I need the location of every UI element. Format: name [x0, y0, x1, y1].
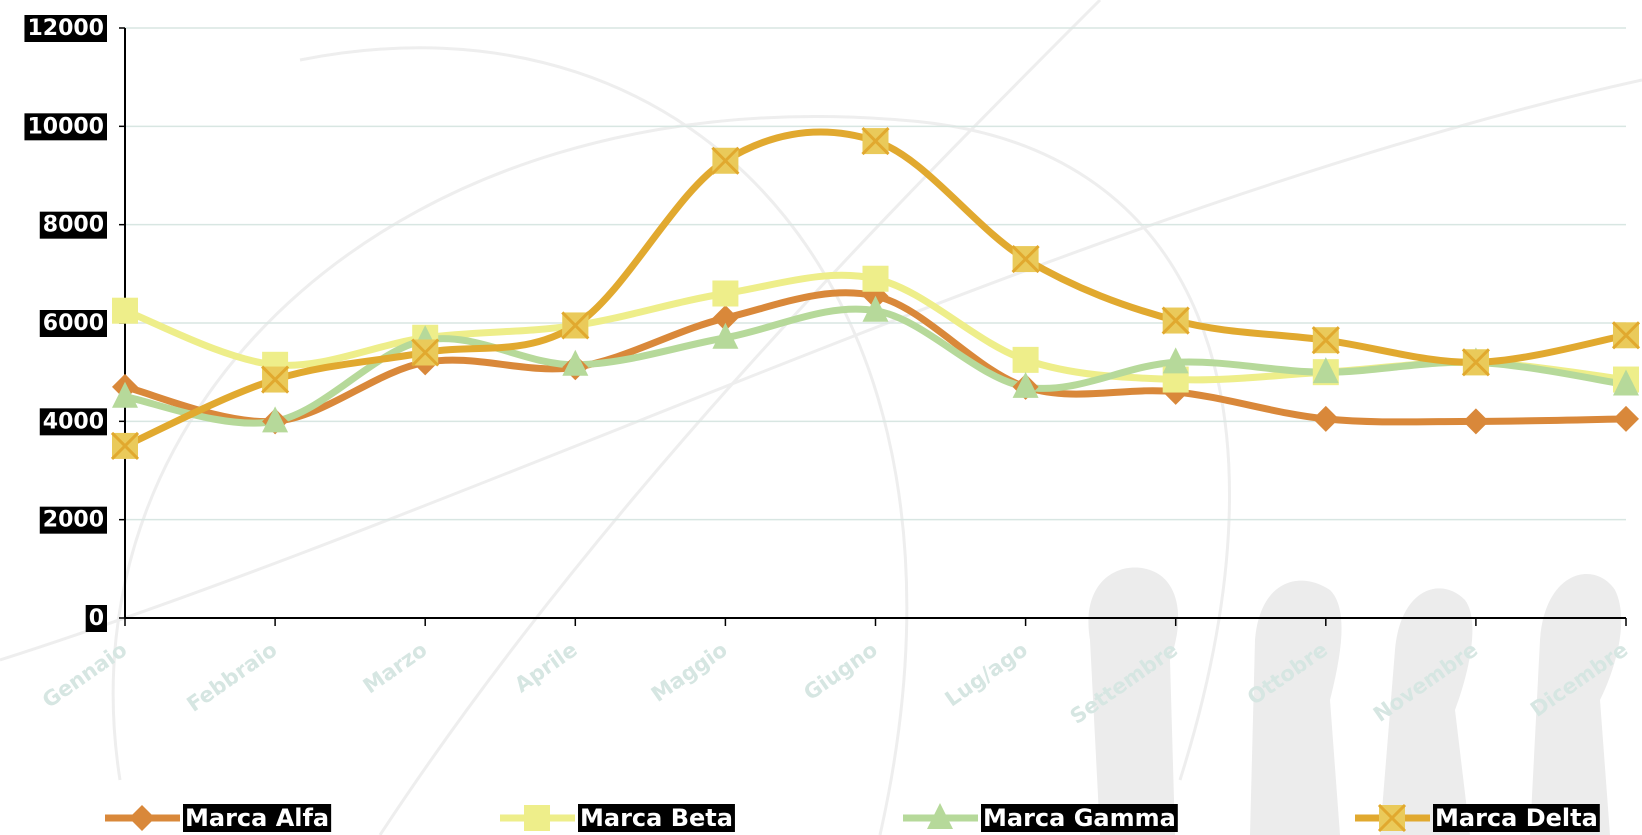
y-tick-label: 8000: [43, 213, 104, 238]
y-tick-label-bg: [39, 310, 107, 337]
marker-cross: [261, 365, 290, 394]
marker-cross: [1611, 321, 1641, 350]
marker: [524, 805, 550, 831]
legend-label: Marca Alfa: [185, 804, 329, 832]
marker: [112, 381, 138, 408]
marker: [1312, 357, 1339, 384]
decor-arc: [111, 115, 1231, 781]
marker: [1462, 408, 1489, 435]
background-silhouettes: [1088, 567, 1622, 835]
marker: [1377, 803, 1407, 833]
marker: [1311, 326, 1340, 355]
marker: [1012, 371, 1039, 398]
legend-label-bg: [183, 804, 332, 832]
marker: [861, 127, 890, 156]
x-tick-label: Lug/ago: [941, 637, 1032, 711]
y-tick-label: 2000: [43, 508, 104, 533]
x-tick-label: Febbraio: [182, 637, 281, 716]
legend-label-bg: [981, 804, 1178, 832]
marker-cross: [561, 311, 590, 340]
x-tick-label: Gennaio: [38, 637, 131, 712]
silhouette: [1250, 580, 1342, 835]
marker-cross: [1011, 245, 1040, 274]
marker: [927, 803, 953, 829]
marker-cross: [411, 338, 440, 367]
marker-cross: [861, 127, 890, 156]
y-tick-label: 6000: [43, 311, 104, 336]
marker: [1162, 347, 1189, 374]
marker: [262, 406, 289, 433]
marker: [1012, 346, 1039, 373]
marker-cross: [1311, 326, 1340, 355]
marker: [1461, 348, 1490, 377]
marker: [712, 280, 739, 307]
marker: [561, 311, 590, 340]
marker: [112, 297, 138, 324]
marker-cross: [711, 146, 740, 175]
marker: [1611, 321, 1641, 350]
y-tick-label-bg: [85, 605, 107, 632]
marker: [1161, 306, 1190, 335]
marker: [261, 365, 290, 394]
x-tick-label: Maggio: [647, 637, 732, 706]
marker-cross: [110, 431, 140, 460]
marker: [1613, 369, 1639, 396]
silhouette: [1380, 588, 1473, 835]
marker-cross: [1461, 348, 1490, 377]
x-tick-label: Giugno: [799, 637, 881, 705]
decor-arc: [0, 78, 1642, 662]
legend-label: Marca Delta: [1435, 804, 1598, 832]
y-tick-label: 12000: [27, 16, 104, 41]
y-tick-label: 4000: [43, 409, 104, 434]
marker: [862, 265, 889, 292]
marker: [862, 295, 889, 322]
legend-label: Marca Beta: [580, 804, 733, 832]
marker: [1312, 405, 1339, 432]
y-tick-label-bg: [39, 506, 107, 534]
marker: [711, 146, 740, 175]
decor-arc: [299, 46, 909, 835]
marker: [411, 338, 440, 367]
legend-label-bg: [1433, 804, 1600, 832]
silhouette: [1088, 567, 1179, 835]
silhouette: [1530, 574, 1622, 835]
y-tick-label-bg: [24, 15, 107, 42]
marker: [562, 349, 589, 376]
marker: [110, 431, 140, 460]
legend-label-bg: [578, 804, 735, 832]
marker: [712, 305, 739, 332]
y-tick-label: 10000: [27, 114, 104, 139]
y-tick-label-bg: [24, 113, 107, 141]
marker-cross: [1161, 306, 1190, 335]
marker: [129, 805, 155, 831]
marker: [712, 322, 739, 349]
y-tick-label-bg: [39, 211, 107, 239]
y-tick-label: 0: [89, 606, 104, 631]
x-tick-label: Marzo: [359, 637, 432, 698]
legend-label: Marca Gamma: [983, 804, 1176, 832]
y-tick-label-bg: [39, 408, 107, 436]
marker: [1613, 405, 1639, 432]
marker-cross: [1377, 803, 1407, 833]
decor-arc: [378, 0, 1102, 835]
x-tick-label: Aprile: [510, 637, 581, 697]
marker: [1011, 245, 1040, 274]
